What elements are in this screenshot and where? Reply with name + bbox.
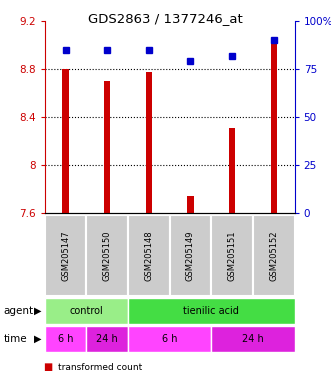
Bar — [128, 326, 211, 352]
Bar — [187, 196, 194, 213]
Bar — [253, 215, 295, 296]
Text: ▶: ▶ — [34, 306, 42, 316]
Text: 6 h: 6 h — [58, 334, 73, 344]
Bar — [170, 215, 211, 296]
Text: GSM205150: GSM205150 — [103, 230, 112, 281]
Bar — [86, 326, 128, 352]
Text: GSM205148: GSM205148 — [144, 230, 153, 281]
Bar — [271, 39, 277, 213]
Bar — [211, 215, 253, 296]
Text: ■: ■ — [43, 362, 52, 372]
Text: GDS2863 / 1377246_at: GDS2863 / 1377246_at — [88, 12, 243, 25]
Bar — [229, 128, 235, 213]
Bar — [45, 326, 86, 352]
Text: GSM205149: GSM205149 — [186, 230, 195, 281]
Bar — [45, 215, 86, 296]
Text: tienilic acid: tienilic acid — [183, 306, 239, 316]
Bar — [211, 326, 295, 352]
Text: 6 h: 6 h — [162, 334, 177, 344]
Bar — [128, 298, 295, 324]
Text: ▶: ▶ — [34, 334, 42, 344]
Text: GSM205152: GSM205152 — [269, 230, 278, 281]
Text: GSM205147: GSM205147 — [61, 230, 70, 281]
Text: 24 h: 24 h — [242, 334, 264, 344]
Bar — [62, 69, 69, 213]
Bar — [86, 215, 128, 296]
Text: agent: agent — [3, 306, 33, 316]
Bar — [128, 215, 170, 296]
Bar — [45, 298, 128, 324]
Text: time: time — [3, 334, 27, 344]
Text: control: control — [70, 306, 103, 316]
Text: transformed count: transformed count — [58, 362, 142, 372]
Bar — [104, 81, 110, 213]
Text: ■: ■ — [43, 383, 52, 384]
Bar — [146, 72, 152, 213]
Text: GSM205151: GSM205151 — [228, 230, 237, 281]
Text: 24 h: 24 h — [96, 334, 118, 344]
